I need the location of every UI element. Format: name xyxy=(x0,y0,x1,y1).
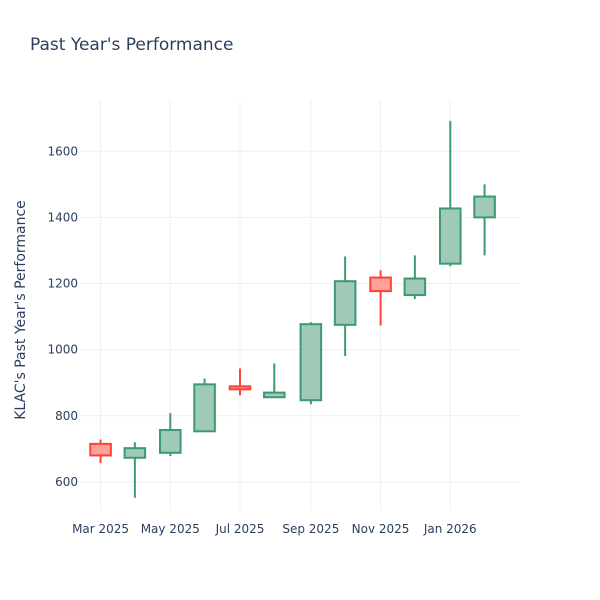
candle-body xyxy=(369,276,392,293)
x-tick-label: Jul 2025 xyxy=(215,522,265,536)
x-tick-label: Nov 2025 xyxy=(352,522,410,536)
candle-body xyxy=(89,442,112,457)
x-tick-label: Sep 2025 xyxy=(282,522,339,536)
candle-increasing xyxy=(263,363,286,399)
candle-increasing xyxy=(159,413,182,457)
candle-decreasing xyxy=(369,270,392,326)
candle-body xyxy=(403,277,427,297)
x-tick-label: May 2025 xyxy=(141,522,200,536)
candle-body xyxy=(263,391,286,399)
candle-body xyxy=(193,383,216,433)
y-tick-label: 1400 xyxy=(47,210,78,224)
candle-increasing xyxy=(299,322,323,405)
x-axis-ticks: Mar 2025 May 2025 Jul 2025 Sep 2025 Nov 2025… xyxy=(72,522,477,536)
candle-increasing xyxy=(333,256,357,356)
candle-increasing xyxy=(439,120,462,267)
candle-body xyxy=(333,280,357,326)
y-axis-label: KLAC's Past Year's Performance xyxy=(13,200,29,420)
candle-decreasing xyxy=(89,439,112,464)
y-axis-ticks: 600 800 1000 1200 1400 1600 xyxy=(47,144,78,489)
y-tick-label: 1200 xyxy=(47,277,78,291)
y-tick-label: 600 xyxy=(55,475,78,489)
candle-increasing xyxy=(473,184,496,256)
candle-decreasing xyxy=(228,368,252,396)
chart-title: Past Year's Performance xyxy=(30,35,234,55)
y-tick-label: 800 xyxy=(55,409,78,423)
candle-body xyxy=(299,323,323,402)
candle-increasing xyxy=(193,378,216,433)
y-tick-label: 1600 xyxy=(47,144,78,158)
candles xyxy=(89,120,496,498)
candle-body xyxy=(473,195,496,219)
candle-body xyxy=(159,428,182,454)
candle-increasing xyxy=(123,442,147,498)
candle-body xyxy=(439,207,462,265)
x-tick-label: Jan 2026 xyxy=(423,522,477,536)
x-tick-label: Mar 2025 xyxy=(72,522,129,536)
candle-increasing xyxy=(403,255,427,300)
candle-body xyxy=(123,447,147,459)
candle-body xyxy=(228,385,252,391)
y-tick-label: 1000 xyxy=(47,343,78,357)
